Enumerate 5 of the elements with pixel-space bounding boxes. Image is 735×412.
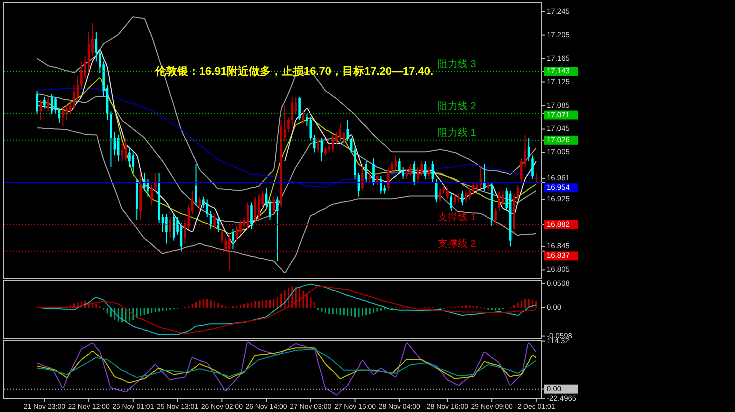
ref-line-label: 阻力线 1 [438, 127, 477, 140]
ref-line-label: 阻力线 2 [438, 100, 477, 113]
ref-line-label: 阻力线 3 [438, 58, 477, 70]
ref-line-label: 支撑线 2 [438, 238, 477, 250]
ref-line-label: 支撑线 1 [438, 212, 477, 224]
